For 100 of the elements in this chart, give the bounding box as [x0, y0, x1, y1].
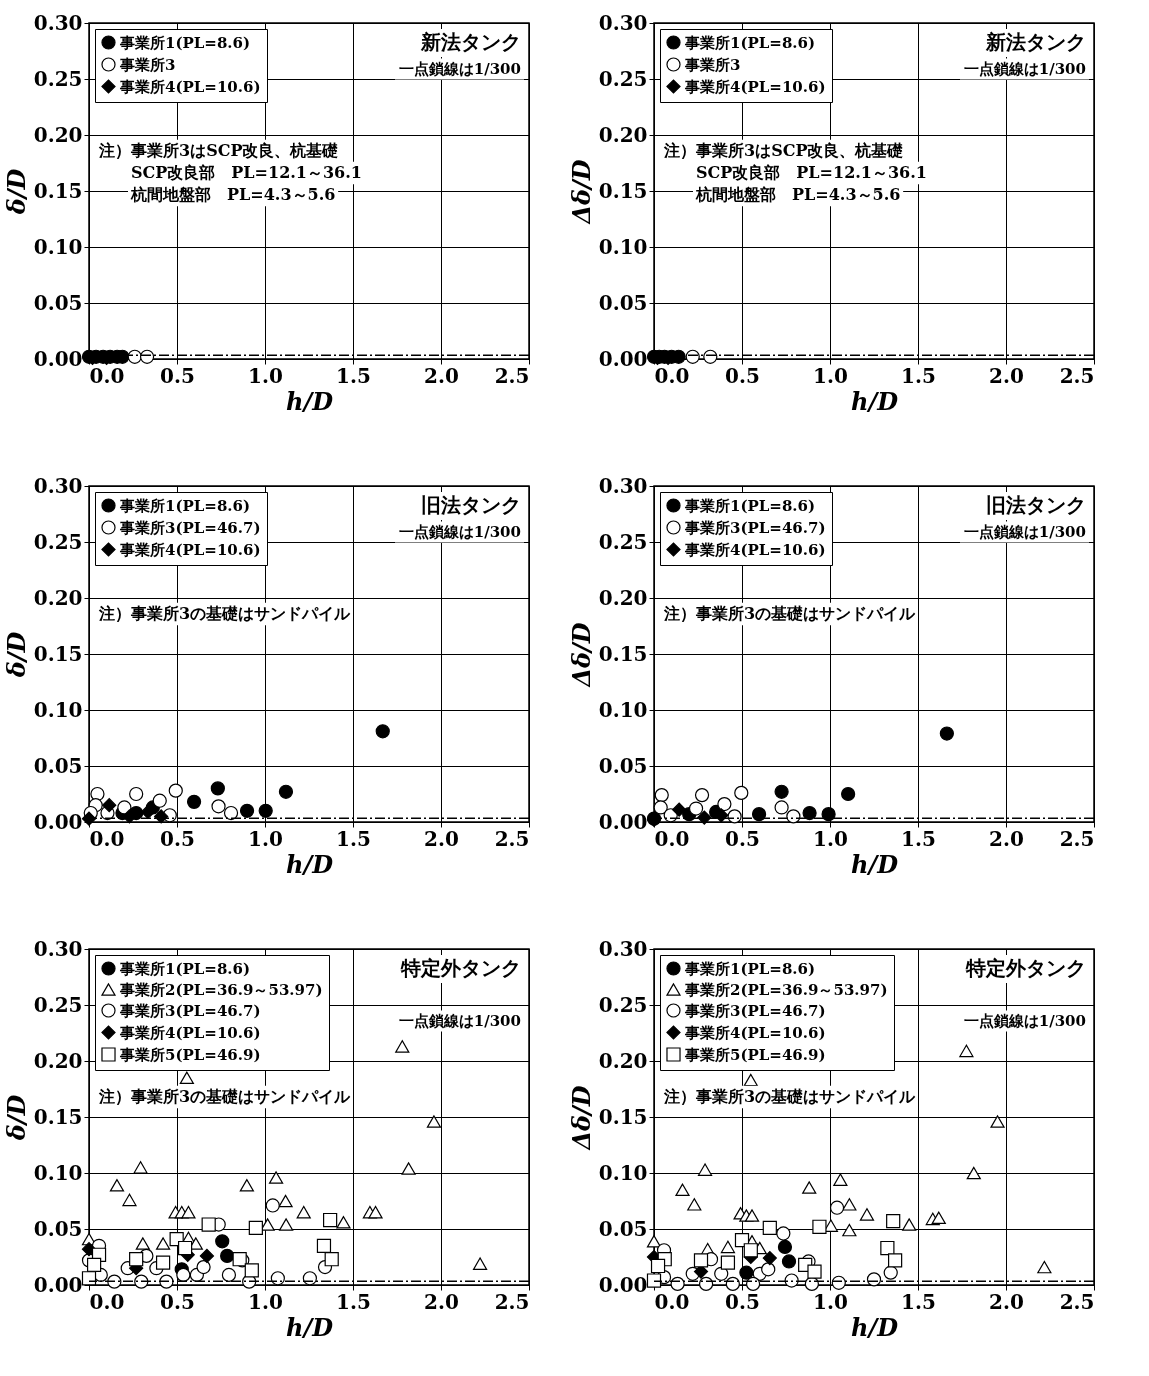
y-axis-title: Δδ/D — [566, 1085, 596, 1151]
y-axis-title: Δδ/D — [566, 159, 596, 225]
y-tick-label: 0.30 — [598, 10, 648, 35]
y-tick-label: 0.05 — [33, 290, 83, 315]
x-tick-label: 0.0 — [89, 1289, 125, 1314]
x-tick-label: 1.0 — [248, 1289, 283, 1314]
annotation: 特定外タンク — [400, 956, 521, 980]
legend-label: 事業所2(PL=36.9～53.97) — [684, 980, 888, 999]
legend-label: 事業所3 — [684, 55, 741, 74]
x-tick-label: 0.0 — [89, 826, 125, 851]
y-tick-label: 0.20 — [598, 122, 648, 147]
annotation: 一点鎖線は1/300 — [398, 1012, 521, 1030]
x-tick-label: 2.0 — [424, 1289, 459, 1314]
x-tick-label: 0.5 — [725, 826, 760, 851]
x-tick-label: 2.0 — [989, 826, 1024, 851]
legend-label: 事業所3(PL=46.7) — [684, 518, 826, 537]
x-tick-label: 1.5 — [336, 363, 371, 388]
annotation: 注）事業所3はSCP改良、杭基礎 — [663, 141, 904, 160]
y-tick-label: 0.25 — [33, 66, 83, 91]
legend-label: 事業所5(PL=46.9) — [119, 1045, 261, 1064]
annotation: 一点鎖線は1/300 — [398, 60, 521, 78]
y-tick-label: 0.05 — [598, 753, 648, 778]
y-tick-label: 0.15 — [598, 641, 648, 666]
x-tick-label: 2.5 — [1059, 1289, 1095, 1314]
y-tick-label: 0.00 — [598, 346, 648, 371]
y-tick-label: 0.30 — [33, 936, 83, 961]
y-tick-label: 0.00 — [33, 809, 83, 834]
y-tick-label: 0.15 — [33, 178, 83, 203]
x-tick-label: 2.0 — [424, 363, 459, 388]
x-tick-label: 1.0 — [813, 363, 848, 388]
annotation: 杭間地盤部 PL=4.3～5.6 — [130, 185, 336, 204]
legend-label: 事業所4(PL=10.6) — [119, 77, 261, 96]
legend-label: 事業所4(PL=10.6) — [119, 1023, 261, 1042]
y-tick-label: 0.10 — [598, 234, 648, 259]
x-tick-label: 1.5 — [901, 1289, 936, 1314]
x-tick-label: 1.0 — [248, 826, 283, 851]
x-axis-title: h/D — [285, 849, 334, 879]
y-tick-label: 0.10 — [33, 234, 83, 259]
annotation: 一点鎖線は1/300 — [963, 523, 1086, 541]
x-axis-title: h/D — [850, 386, 899, 416]
x-tick-label: 0.5 — [725, 1289, 760, 1314]
x-tick-label: 2.5 — [1059, 826, 1095, 851]
x-tick-label: 1.5 — [901, 363, 936, 388]
annotation: 旧法タンク — [421, 493, 521, 517]
x-tick-label: 0.0 — [89, 363, 125, 388]
y-tick-label: 0.25 — [33, 992, 83, 1017]
annotation: 杭間地盤部 PL=4.3～5.6 — [695, 185, 901, 204]
x-axis-title: h/D — [850, 849, 899, 879]
y-tick-label: 0.30 — [33, 473, 83, 498]
legend-label: 事業所1(PL=8.6) — [119, 496, 251, 515]
legend-label: 事業所3(PL=46.7) — [684, 1001, 826, 1020]
x-tick-label: 0.5 — [725, 363, 760, 388]
legend-label: 事業所1(PL=8.6) — [684, 33, 816, 52]
x-axis-title: h/D — [285, 386, 334, 416]
y-tick-label: 0.00 — [33, 1272, 83, 1297]
x-axis-title: h/D — [285, 1312, 334, 1342]
y-tick-label: 0.15 — [598, 178, 648, 203]
y-tick-label: 0.30 — [33, 10, 83, 35]
annotation: SCP改良部 PL=12.1～36.1 — [131, 163, 362, 182]
annotation: 注）事業所3はSCP改良、杭基礎 — [98, 141, 339, 160]
legend-label: 事業所2(PL=36.9～53.97) — [119, 980, 323, 999]
x-axis-title: h/D — [850, 1312, 899, 1342]
y-tick-label: 0.25 — [598, 529, 648, 554]
y-tick-label: 0.10 — [598, 697, 648, 722]
y-axis-title: δ/D — [1, 1094, 31, 1142]
legend-label: 事業所4(PL=10.6) — [119, 540, 261, 559]
y-tick-label: 0.20 — [33, 122, 83, 147]
y-tick-label: 0.10 — [33, 697, 83, 722]
legend-label: 事業所3(PL=46.7) — [119, 1001, 261, 1020]
legend-label: 事業所1(PL=8.6) — [684, 959, 816, 978]
y-tick-label: 0.00 — [598, 1272, 648, 1297]
x-tick-label: 0.0 — [654, 363, 690, 388]
annotation: 一点鎖線は1/300 — [963, 60, 1086, 78]
legend-label: 事業所4(PL=10.6) — [684, 77, 826, 96]
annotation: 新法タンク — [420, 30, 521, 54]
x-tick-label: 1.5 — [336, 826, 371, 851]
x-tick-label: 1.0 — [813, 1289, 848, 1314]
annotation: 新法タンク — [985, 30, 1086, 54]
x-tick-label: 1.5 — [336, 1289, 371, 1314]
y-tick-label: 0.20 — [598, 585, 648, 610]
annotation: 旧法タンク — [986, 493, 1086, 517]
x-tick-label: 0.0 — [654, 1289, 690, 1314]
y-tick-label: 0.10 — [598, 1160, 648, 1185]
annotation: SCP改良部 PL=12.1～36.1 — [696, 163, 927, 182]
x-tick-label: 0.5 — [160, 1289, 195, 1314]
annotation: 注）事業所3の基礎はサンドパイル — [98, 1087, 352, 1106]
y-axis-title: δ/D — [1, 631, 31, 679]
x-tick-label: 2.5 — [494, 826, 530, 851]
annotation: 注）事業所3の基礎はサンドパイル — [663, 604, 917, 623]
x-tick-label: 2.5 — [494, 1289, 530, 1314]
y-tick-label: 0.25 — [598, 992, 648, 1017]
legend-label: 事業所5(PL=46.9) — [684, 1045, 826, 1064]
legend-label: 事業所3 — [119, 55, 176, 74]
y-tick-label: 0.05 — [598, 1216, 648, 1241]
legend-label: 事業所1(PL=8.6) — [119, 33, 251, 52]
x-tick-label: 2.0 — [424, 826, 459, 851]
y-axis-title: δ/D — [1, 168, 31, 216]
x-tick-label: 1.5 — [901, 826, 936, 851]
y-tick-label: 0.20 — [33, 1048, 83, 1073]
annotation: 一点鎖線は1/300 — [398, 523, 521, 541]
